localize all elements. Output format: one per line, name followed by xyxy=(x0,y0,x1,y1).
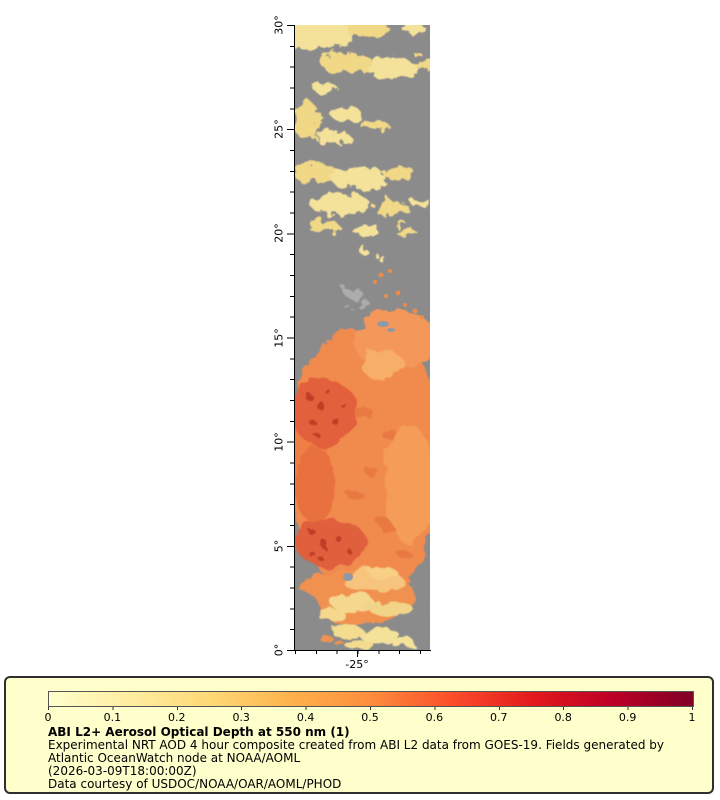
x-axis-tick-label: -25° xyxy=(345,658,369,671)
colorbar-tick-label: 0.8 xyxy=(554,711,572,724)
x-axis-line xyxy=(294,650,431,651)
legend-title: ABI L2+ Aerosol Optical Depth at 550 nm … xyxy=(48,725,350,739)
y-axis-line xyxy=(294,25,295,651)
aod-map-panel: 30° 25° 20° 15° 10° 5° 0° -25° xyxy=(272,15,431,671)
aod-map-raster xyxy=(295,25,430,650)
y-axis-tick-label: 15° xyxy=(272,328,286,348)
x-axis-major-tick xyxy=(357,651,358,657)
colorbar-tick-label: 0 xyxy=(44,711,52,724)
y-axis-tick-label: 30° xyxy=(272,15,286,35)
y-axis-tick-label: 10° xyxy=(272,432,286,452)
legend-panel: 0 0.1 0.2 0.3 0.4 0.5 0.6 0.7 0.8 0.9 1 … xyxy=(4,676,714,794)
cloud-patches xyxy=(295,25,430,260)
colorbar-gradient xyxy=(48,691,694,707)
legend-text-block: ABI L2+ Aerosol Optical Depth at 550 nm … xyxy=(48,726,702,791)
colorbar-labels: 0 0.1 0.2 0.3 0.4 0.5 0.6 0.7 0.8 0.9 1 xyxy=(44,711,696,724)
dust-specks xyxy=(373,269,424,319)
legend-description: Experimental NRT AOD 4 hour composite cr… xyxy=(48,738,664,765)
y-axis-tick-label: 25° xyxy=(272,119,286,139)
y-axis-major-ticks xyxy=(287,25,294,652)
colorbar-tick-label: 0.3 xyxy=(232,711,250,724)
y-axis-tick-label: 5° xyxy=(272,539,286,553)
colorbar-ticks xyxy=(48,707,693,710)
y-axis-tick-label: 0° xyxy=(272,643,286,657)
dust-plume xyxy=(295,310,430,650)
gray-blue-spots xyxy=(343,321,395,581)
y-axis-tick-label: 20° xyxy=(272,223,286,243)
x-axis-minor-ticks xyxy=(295,651,431,654)
colorbar-tick-label: 0.1 xyxy=(103,711,122,724)
colorbar-tick-label: 0.5 xyxy=(361,711,379,724)
colorbar-tick-label: 0.9 xyxy=(618,711,637,724)
colorbar-tick-label: 1 xyxy=(688,711,696,724)
legend-credit: Data courtesy of USDOC/NOAA/OAR/AOML/PHO… xyxy=(48,777,342,791)
colorbar-tick-label: 0.4 xyxy=(296,711,315,724)
colorbar-tick-label: 0.2 xyxy=(168,711,186,724)
legend-timestamp: (2026-03-09T18:00:00Z) xyxy=(48,764,197,778)
colorbar-tick-label: 0.7 xyxy=(490,711,508,724)
colorbar-tick-label: 0.6 xyxy=(425,711,444,724)
